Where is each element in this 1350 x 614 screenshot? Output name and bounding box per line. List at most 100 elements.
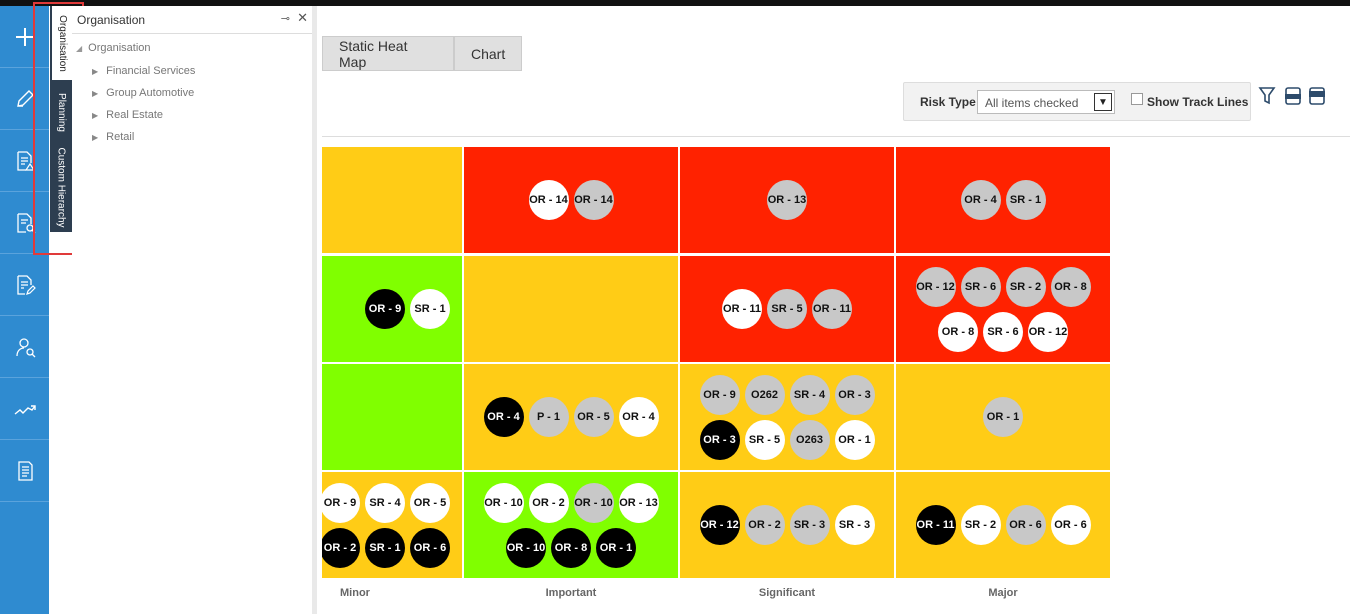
heat-map-cell-r4-important[interactable]: OR - 10 OR - 2 OR - 10 OR - 13 OR - 10 OR - 8… [464, 472, 678, 578]
risk-type-select[interactable]: All items checked ▼ [977, 90, 1115, 114]
risk-bubble[interactable]: OR - 4 [618, 397, 659, 437]
risk-bubble[interactable]: SR - 5 [744, 419, 785, 460]
risk-bubble[interactable]: OR - 12 [915, 266, 956, 307]
pdf-export-icon[interactable] [1308, 86, 1326, 106]
reports-button[interactable] [0, 440, 49, 502]
risk-bubble[interactable]: SR - 2 [1005, 266, 1046, 307]
risk-bubble[interactable]: OR - 6 [410, 527, 450, 568]
tree-item-retail[interactable]: ▶ Retail [92, 131, 134, 143]
risk-bubble[interactable]: OR - 6 [1005, 505, 1046, 545]
tab-planning[interactable]: Planning [50, 86, 72, 138]
chevron-down-icon[interactable]: ▼ [1094, 93, 1112, 111]
risk-bubble[interactable]: OR - 2 [322, 527, 360, 568]
filter-icon[interactable] [1258, 86, 1276, 106]
risk-bubble[interactable]: OR - 9 [365, 289, 405, 329]
risk-bubble[interactable]: SR - 2 [960, 505, 1001, 545]
risk-bubble[interactable]: OR - 14 [573, 180, 614, 220]
doc-export-icon[interactable] [1284, 86, 1302, 106]
risk-bubble[interactable]: SR - 1 [365, 527, 405, 568]
expand-icon[interactable]: ▶ [92, 88, 99, 98]
edit-documents-button[interactable] [0, 254, 49, 316]
heat-map-cell-r2-major[interactable]: OR - 12 SR - 6 SR - 2 OR - 8 OR - 8 SR - 6 OR … [896, 256, 1110, 362]
heat-map-cell-r1-minor[interactable] [322, 147, 462, 253]
risk-bubble[interactable]: OR - 13 [618, 482, 659, 523]
heat-map-cell-r3-minor[interactable] [322, 364, 462, 470]
tab-organisation[interactable]: Organisation [50, 6, 72, 80]
risk-bubble[interactable]: OR - 10 [506, 527, 546, 568]
risk-bubble[interactable]: OR - 3 [834, 374, 875, 415]
tree-item-real-estate[interactable]: ▶ Real Estate [92, 109, 163, 121]
risk-bubble[interactable]: OR - 9 [322, 482, 360, 523]
risk-bubble[interactable]: OR - 8 [1050, 266, 1091, 307]
risk-bubble[interactable]: SR - 5 [767, 289, 807, 329]
risk-bubble[interactable]: OR - 8 [551, 527, 591, 568]
risk-bubble[interactable]: OR - 4 [483, 397, 524, 437]
risk-bubble[interactable]: OR - 12 [699, 505, 740, 545]
risk-bubble[interactable]: O262 [744, 374, 785, 415]
risk-bubble[interactable]: OR - 1 [596, 527, 636, 568]
risk-bubble[interactable]: SR - 6 [983, 311, 1023, 352]
risk-bubble[interactable]: OR - 1 [834, 419, 875, 460]
risk-bubble[interactable]: SR - 3 [834, 505, 875, 545]
risk-bubble[interactable]: OR - 2 [744, 505, 785, 545]
tree-root[interactable]: ◢ Organisation [76, 42, 151, 54]
risk-bubble[interactable]: OR - 10 [483, 482, 524, 523]
risk-bubble[interactable]: SR - 6 [960, 266, 1001, 307]
risk-bubble[interactable]: OR - 10 [573, 482, 614, 523]
risk-bubble[interactable]: OR - 4 [960, 180, 1001, 220]
heat-map-cell-r4-significant[interactable]: OR - 12 OR - 2 SR - 3 SR - 3 [680, 472, 894, 578]
risk-bubble[interactable]: OR - 11 [722, 289, 762, 329]
heat-map-cell-r1-major[interactable]: OR - 4 SR - 1 [896, 147, 1110, 253]
add-button[interactable] [0, 6, 49, 68]
show-track-lines-label[interactable]: Show Track Lines [1147, 95, 1249, 109]
heat-map-cell-r3-major[interactable]: OR - 1 [896, 364, 1110, 470]
risk-bubble[interactable]: SR - 1 [410, 289, 450, 329]
risk-bubble[interactable]: OR - 11 [812, 289, 852, 329]
tab-custom-hierarchy[interactable]: Custom Hierarchy [50, 144, 72, 230]
collapse-icon[interactable]: ◢ [76, 43, 83, 53]
heat-map-cell-r2-significant[interactable]: OR - 11 SR - 5 OR - 11 [680, 256, 894, 362]
risk-bubble[interactable]: SR - 3 [789, 505, 830, 545]
tree-item-financial-services[interactable]: ▶ Financial Services [92, 65, 195, 77]
risk-bubble[interactable]: SR - 4 [789, 374, 830, 415]
risk-register-button[interactable] [0, 130, 49, 192]
tab-chart[interactable]: Chart [454, 36, 522, 71]
heat-map-cell-r4-major[interactable]: OR - 11 SR - 2 OR - 6 OR - 6 [896, 472, 1110, 578]
heat-map-cell-r1-significant[interactable]: OR - 13 [680, 147, 894, 253]
risk-bubble[interactable]: OR - 1 [983, 397, 1023, 437]
risk-bubble[interactable]: O263 [789, 419, 830, 460]
risk-bubble[interactable]: OR - 11 [915, 505, 956, 545]
risk-bubble[interactable]: OR - 8 [938, 311, 978, 352]
expand-icon[interactable]: ▶ [92, 110, 99, 120]
edit-button[interactable] [0, 68, 49, 130]
trend-button[interactable] [0, 378, 49, 440]
risk-bubble[interactable]: SR - 1 [1005, 180, 1046, 220]
pin-icon[interactable]: ⊸ [280, 13, 290, 25]
risk-bubble[interactable]: OR - 6 [1050, 505, 1091, 545]
risk-bubble[interactable]: OR - 9 [699, 374, 740, 415]
risk-bubble[interactable]: P - 1 [528, 397, 569, 437]
expand-icon[interactable]: ▶ [92, 66, 99, 76]
close-icon[interactable]: ✕ [297, 10, 308, 25]
heat-map-cell-r3-significant[interactable]: OR - 9 O262 SR - 4 OR - 3 OR - 3 SR - 5 O263 OR… [680, 364, 894, 470]
show-track-lines-checkbox[interactable] [1131, 93, 1143, 105]
risk-bubble[interactable]: SR - 4 [365, 482, 405, 523]
heat-map-cell-r2-minor[interactable]: OR - 9 SR - 1 [322, 256, 462, 362]
risk-bubble[interactable]: OR - 12 [1028, 311, 1068, 352]
tree-panel-header: Organisation ⊸ ✕ [72, 6, 312, 34]
risk-bubble[interactable]: OR - 3 [699, 419, 740, 460]
risk-bubble[interactable]: OR - 14 [528, 180, 569, 220]
heat-map-cell-r4-minor[interactable]: OR - 9 SR - 4 OR - 5 OR - 2 SR - 1 OR - 6 [322, 472, 462, 578]
search-documents-button[interactable] [0, 192, 49, 254]
tree-item-group-automotive[interactable]: ▶ Group Automotive [92, 87, 194, 99]
user-search-button[interactable] [0, 316, 49, 378]
expand-icon[interactable]: ▶ [92, 132, 99, 142]
tab-static-heat-map[interactable]: Static Heat Map [322, 36, 454, 71]
heat-map-cell-r2-important[interactable] [464, 256, 678, 362]
risk-bubble[interactable]: OR - 5 [410, 482, 450, 523]
risk-bubble[interactable]: OR - 5 [573, 397, 614, 437]
risk-bubble[interactable]: OR - 13 [767, 180, 807, 220]
heat-map-cell-r1-important[interactable]: OR - 14 OR - 14 [464, 147, 678, 253]
risk-bubble[interactable]: OR - 2 [528, 482, 569, 523]
